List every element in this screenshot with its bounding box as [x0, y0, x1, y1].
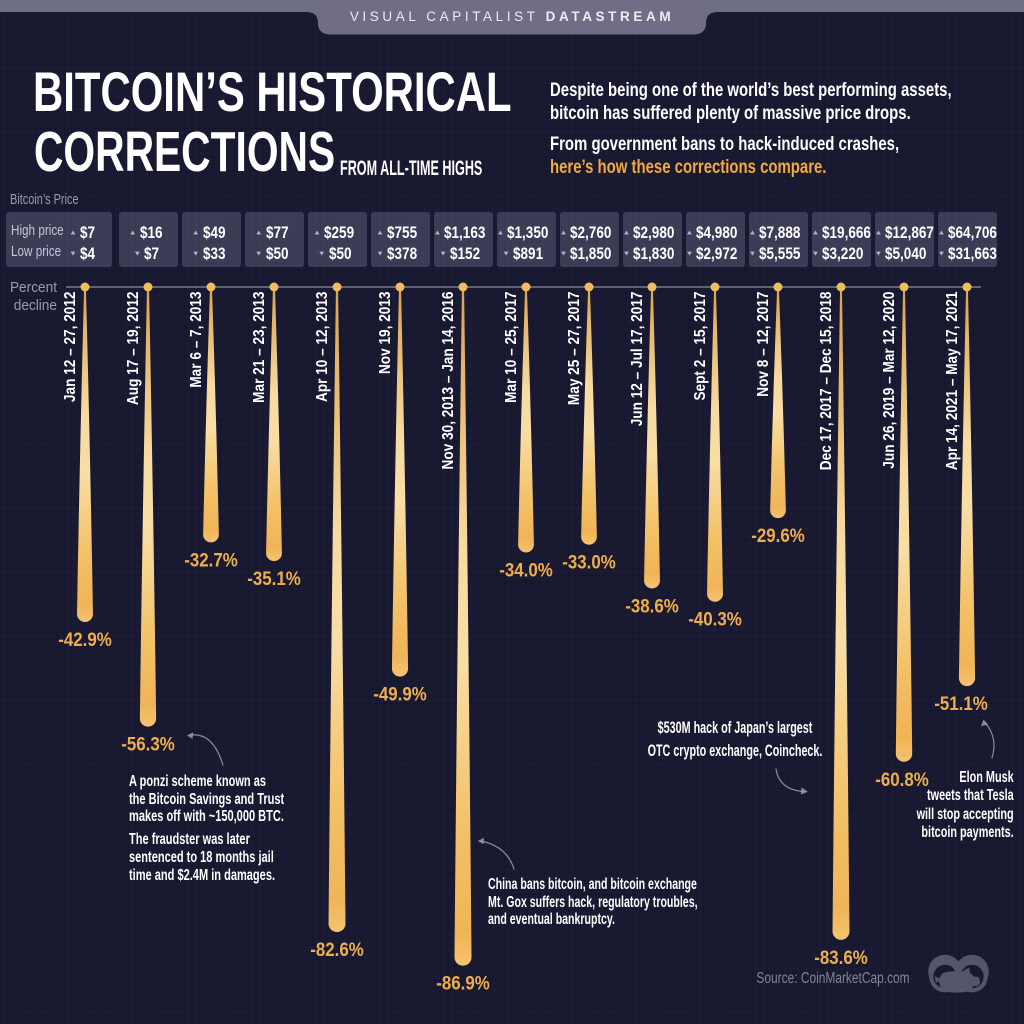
svg-text:-34.0%: -34.0%	[499, 560, 553, 581]
svg-text:-51.1%: -51.1%	[934, 693, 988, 714]
svg-text:Nov 8 – 12, 2017: Nov 8 – 12, 2017	[755, 292, 772, 397]
svg-text:-86.9%: -86.9%	[436, 973, 490, 994]
svg-text:-49.9%: -49.9%	[373, 684, 427, 705]
svg-text:Mar 10 – 25, 2017: Mar 10 – 25, 2017	[503, 292, 520, 403]
svg-text:Sept 2 – 15, 2017: Sept 2 – 15, 2017	[692, 292, 709, 401]
svg-text:-32.7%: -32.7%	[184, 549, 238, 570]
svg-text:-56.3%: -56.3%	[121, 734, 175, 755]
svg-text:Jun 12 – Jul 17, 2017: Jun 12 – Jul 17, 2017	[629, 292, 646, 427]
svg-text:-38.6%: -38.6%	[625, 595, 679, 616]
svg-text:Dec 17, 2017 – Dec 15, 2018: Dec 17, 2017 – Dec 15, 2018	[818, 292, 835, 471]
svg-text:Mar 6 – 7, 2013: Mar 6 – 7, 2013	[188, 292, 205, 388]
svg-text:-29.6%: -29.6%	[751, 525, 805, 546]
svg-text:-82.6%: -82.6%	[310, 939, 364, 960]
svg-text:Aug 17 – 19, 2012: Aug 17 – 19, 2012	[125, 292, 142, 406]
svg-text:-40.3%: -40.3%	[688, 609, 742, 630]
svg-text:Jan 12 – 27, 2012: Jan 12 – 27, 2012	[62, 292, 79, 403]
svg-text:-33.0%: -33.0%	[562, 552, 616, 573]
svg-text:Nov 19, 2013: Nov 19, 2013	[377, 292, 394, 375]
svg-text:Apr 10 – 12, 2013: Apr 10 – 12, 2013	[314, 292, 331, 403]
svg-text:Mar 21 – 23, 2013: Mar 21 – 23, 2013	[251, 292, 268, 403]
svg-text:Nov 30, 2013 – Jan 14, 2016: Nov 30, 2013 – Jan 14, 2016	[440, 292, 457, 470]
svg-text:-83.6%: -83.6%	[814, 947, 868, 968]
svg-text:-42.9%: -42.9%	[58, 629, 112, 650]
svg-text:-60.8%: -60.8%	[875, 769, 929, 790]
svg-text:-35.1%: -35.1%	[247, 568, 301, 589]
svg-text:Apr 14, 2021 – May 17, 2021: Apr 14, 2021 – May 17, 2021	[944, 292, 961, 471]
svg-text:May 25 – 27, 2017: May 25 – 27, 2017	[566, 292, 583, 406]
svg-text:Jun 26, 2019 – Mar 12, 2020: Jun 26, 2019 – Mar 12, 2020	[881, 292, 898, 469]
